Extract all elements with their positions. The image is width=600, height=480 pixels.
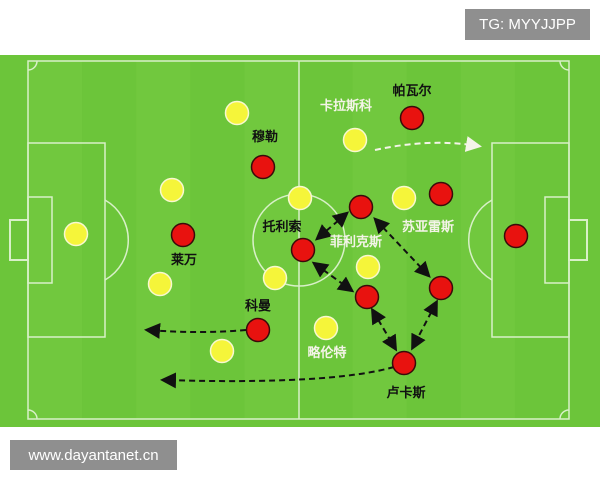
player-name-label: 科曼 <box>245 298 271 314</box>
run-arrow-lucas <box>160 366 395 389</box>
red-player-marker <box>354 284 380 310</box>
yellow-player-marker <box>355 254 381 280</box>
red-player-marker <box>250 154 276 180</box>
yellow-player-marker <box>313 315 339 341</box>
pass-arrow-4 <box>370 307 398 352</box>
player-name-label: 略伦特 <box>307 345 346 361</box>
player-name-label: 穆勒 <box>252 129 278 145</box>
red-player-marker <box>290 237 316 263</box>
player-name-label: 卡拉斯科 <box>320 98 372 114</box>
player-name-label: 苏亚雷斯 <box>402 219 454 235</box>
red-player-marker <box>399 105 425 131</box>
pass-arrow-1 <box>314 211 350 241</box>
pass-arrow-3 <box>373 217 431 278</box>
yellow-player-marker <box>224 100 250 126</box>
watermark-bottom: www.dayantanet.cn <box>10 440 177 470</box>
red-player-marker <box>503 223 529 249</box>
yellow-player-marker <box>147 271 173 297</box>
red-player-marker <box>428 181 454 207</box>
player-name-label: 莱万 <box>171 252 197 268</box>
player-name-label: 菲利克斯 <box>330 234 382 250</box>
red-player-marker <box>170 222 196 248</box>
red-player-marker <box>391 350 417 376</box>
yellow-player-marker <box>209 338 235 364</box>
pass-arrow-2 <box>311 261 355 293</box>
yellow-player-marker <box>342 127 368 153</box>
run-arrow-carrasco <box>374 136 482 152</box>
yellow-player-marker <box>63 221 89 247</box>
player-name-label: 卢卡斯 <box>386 385 425 401</box>
red-player-marker <box>245 317 271 343</box>
movement-arrows <box>144 136 482 389</box>
pass-arrow-5 <box>411 299 438 351</box>
yellow-player-marker <box>391 185 417 211</box>
yellow-player-marker <box>287 185 313 211</box>
player-name-label: 托利索 <box>262 219 301 235</box>
red-player-marker <box>348 194 374 220</box>
watermark-top: TG: MYYJJPP <box>465 9 590 40</box>
yellow-player-marker <box>262 265 288 291</box>
player-name-label: 帕瓦尔 <box>392 83 431 99</box>
yellow-player-marker <box>159 177 185 203</box>
red-player-marker <box>428 275 454 301</box>
